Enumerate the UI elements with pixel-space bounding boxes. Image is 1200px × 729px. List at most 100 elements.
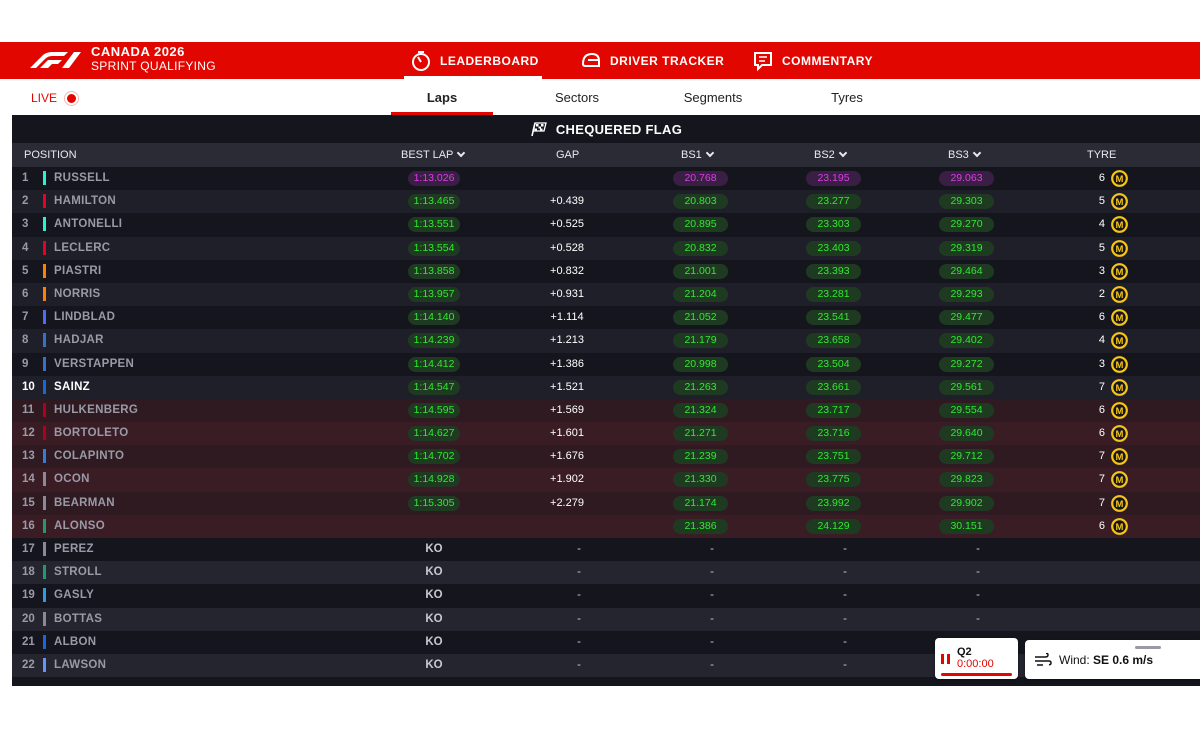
driver-name: OCON (54, 473, 90, 486)
table-row[interactable]: 12 BORTOLETO 1:14.627 +1.601 21.271 23.716 29.… (12, 422, 1200, 446)
weather-widget[interactable]: Wind: SE 0.6 m/s (1025, 640, 1200, 679)
driver-name: SAINZ (54, 380, 90, 393)
driver-name: STROLL (54, 566, 102, 579)
sector-1-time: 21.001 (673, 263, 728, 279)
col-best-lap-sort[interactable]: BEST LAP (401, 148, 466, 161)
table-row[interactable]: 20 BOTTAS KO - - - - (12, 607, 1200, 631)
best-lap-time: 1:13.026 (408, 171, 460, 186)
driver-position: 20 (22, 612, 35, 625)
medium-tyre-icon: M (1111, 286, 1128, 303)
table-row[interactable]: 7 LINDBLAD 1:14.140 +1.114 21.052 23.541 29.47… (12, 306, 1200, 329)
tab-laps[interactable]: Laps (391, 79, 493, 115)
drag-handle[interactable] (1135, 646, 1161, 649)
table-row[interactable]: 13 COLAPINTO 1:14.702 +1.676 21.239 23.751 29.… (12, 445, 1200, 469)
driver-position: 3 (22, 218, 29, 231)
table-row[interactable]: 9 VERSTAPPEN 1:14.412 +1.386 20.998 23.504 29.… (12, 353, 1200, 376)
table-row[interactable]: 2 HAMILTON 1:13.465 +0.439 20.803 23.277 29.30… (12, 190, 1200, 214)
table-row[interactable]: 4 LECLERC 1:13.554 +0.528 20.832 23.403 29.319… (12, 236, 1200, 260)
table-row[interactable]: 1 RUSSELL 1:13.026 20.768 23.195 29.063 6 M (12, 167, 1200, 190)
table-row[interactable]: 17 PEREZ KO - - - - (12, 538, 1200, 561)
tab-sectors-label: Sectors (554, 89, 600, 105)
driver-position: 12 (22, 427, 35, 440)
col-position: POSITION (24, 149, 77, 161)
sector-3-time: 29.303 (939, 194, 994, 210)
best-lap-time: 1:14.702 (408, 449, 460, 465)
best-lap-ko: KO (425, 612, 443, 625)
sector-2-time: 23.281 (806, 286, 861, 302)
col-tyre: TYRE (1087, 149, 1116, 161)
table-row[interactable]: 18 STROLL KO - - - - (12, 561, 1200, 585)
team-color-bar (43, 286, 46, 301)
driver-position: 2 (22, 195, 29, 208)
medium-tyre-icon: M (1111, 494, 1128, 512)
best-lap-ko: KO (425, 658, 443, 671)
empty-value: - (976, 612, 980, 625)
table-row[interactable]: 3 ANTONELLI 1:13.551 +0.525 20.895 23.303 29.2… (12, 213, 1200, 236)
driver-position: 10 (22, 380, 35, 393)
tyre-laps: 2 (1098, 287, 1105, 300)
gap-value: +0.528 (550, 241, 584, 254)
sector-1-time: 21.239 (673, 449, 728, 465)
empty-value: - (710, 658, 714, 671)
tyre-laps: 7 (1098, 496, 1105, 509)
table-row[interactable]: 16 ALONSO 21.386 24.129 30.151 6 M (12, 514, 1200, 538)
sector-2-time: 23.716 (806, 426, 861, 442)
f1-logo[interactable] (28, 50, 84, 70)
table-row[interactable]: 10 SAINZ 1:14.547 +1.521 21.263 23.661 29.561 7… (12, 375, 1200, 399)
table-row[interactable]: 5 PIASTRI 1:13.858 +0.832 21.001 23.393 29.464… (12, 260, 1200, 283)
best-lap-time: 1:14.140 (408, 310, 460, 326)
chevron-down-icon (457, 148, 466, 158)
col-bs2-sort[interactable]: BS2 (814, 148, 848, 161)
tab-sectors[interactable]: Sectors (530, 79, 624, 115)
sector-2-time: 23.658 (806, 333, 861, 349)
medium-tyre-icon: M (1111, 471, 1128, 489)
sector-1-time: 20.832 (673, 240, 728, 256)
medium-tyre-icon: M (1111, 309, 1128, 327)
gap-value: +1.569 (550, 403, 584, 416)
driver-position: 4 (22, 241, 29, 254)
table-row[interactable]: 11 HULKENBERG 1:14.595 +1.569 21.324 23.717 29… (12, 398, 1200, 423)
table-row[interactable]: 19 GASLY KO - - - - (12, 584, 1200, 607)
table-row[interactable]: 6 NORRIS 1:13.957 +0.931 21.204 23.281 29.293 2… (12, 282, 1200, 307)
empty-value: - (577, 566, 581, 579)
sector-3-time: 29.272 (939, 356, 994, 372)
sector-2-time: 23.775 (806, 472, 861, 488)
table-row[interactable]: 15 BEARMAN 1:15.305 +2.279 21.174 23.992 29.90… (12, 491, 1200, 515)
col-bs3-sort[interactable]: BS3 (948, 148, 982, 161)
medium-tyre-icon: M (1111, 332, 1128, 350)
chevron-down-icon (705, 148, 715, 158)
driver-name: ALONSO (54, 519, 105, 532)
tyre-laps: 7 (1098, 450, 1105, 463)
tab-leaderboard-label: LEADERBOARD (440, 53, 539, 68)
sector-1-time: 21.052 (673, 310, 728, 326)
table-row[interactable]: 8 HADJAR 1:14.239 +1.213 21.179 23.658 29.402 4… (12, 329, 1200, 353)
sector-1-time: 21.386 (673, 518, 728, 534)
tyre-laps: 7 (1098, 380, 1105, 393)
driver-position: 16 (22, 519, 35, 532)
tab-leaderboard[interactable]: LEADERBOARD (404, 42, 542, 80)
team-color-bar (43, 310, 46, 325)
col-bs1-sort[interactable]: BS1 (681, 148, 715, 161)
tyre-compound-label: M (1116, 360, 1124, 371)
col-position-label: POSITION (24, 149, 77, 161)
gap-value: +1.676 (550, 450, 584, 463)
tab-commentary[interactable]: COMMENTARY (752, 42, 873, 79)
col-best-lap-label: BEST LAP (401, 149, 454, 161)
session-timer-widget[interactable]: Q2 0:00:00 (935, 638, 1018, 679)
driver-position: 17 (22, 543, 35, 555)
event-title: CANADA 2026 (91, 44, 185, 59)
medium-tyre-icon: M (1111, 517, 1128, 535)
sector-3-time: 29.477 (939, 310, 994, 326)
tab-driver-tracker[interactable]: DRIVER TRACKER (580, 42, 724, 79)
driver-position: 9 (22, 357, 29, 370)
table-row[interactable]: 14 OCON 1:14.928 +1.902 21.330 23.775 29.823 7 M (12, 468, 1200, 492)
empty-value: - (577, 658, 581, 671)
tab-tyres[interactable]: Tyres (804, 79, 890, 115)
team-color-bar (43, 542, 46, 556)
tab-segments[interactable]: Segments (664, 79, 762, 115)
sector-3-time: 29.270 (939, 217, 994, 233)
best-lap-time: 1:14.412 (408, 356, 460, 372)
team-color-bar (43, 171, 46, 185)
